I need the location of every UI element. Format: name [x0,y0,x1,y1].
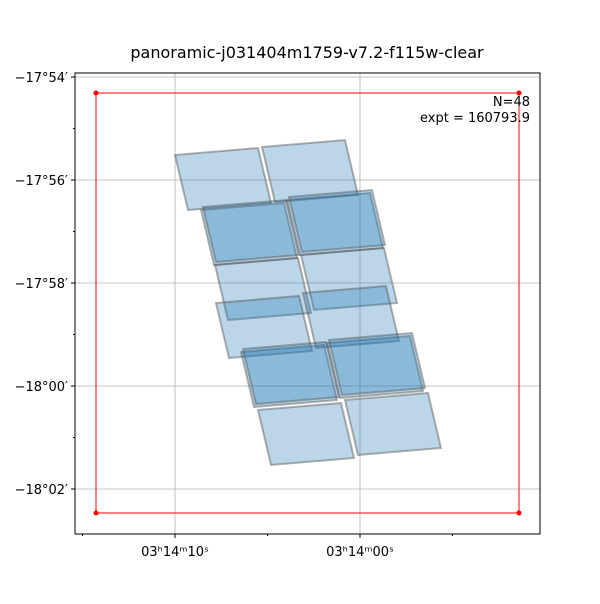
footprint [241,340,341,406]
x-tick-label: 03ʰ14ᵐ10ˢ [141,545,209,560]
x-tick-label: 03ʰ14ᵐ00ˢ [326,545,394,560]
annotation: expt = 160793.9 [420,111,530,126]
footprint [343,391,443,457]
y-tick-label: −17°58′ [15,277,68,292]
annotation: N=48 [493,95,530,110]
box-vertex [516,510,522,516]
box-vertex [93,90,99,96]
footprint [213,256,313,322]
box-vertex [516,90,522,96]
y-tick-label: −17°54′ [15,71,68,86]
footprint [301,284,401,350]
footprint [325,334,425,400]
footprint [199,201,299,267]
footprint [287,188,387,254]
footprint [256,401,356,467]
y-tick-label: −18°00′ [15,380,68,395]
footprint [239,343,339,409]
y-tick-label: −18°02′ [15,483,68,498]
footprint [214,294,314,360]
chart-title: panoramic-j031404m1759-v7.2-f115w-clear [130,43,484,62]
footprint [299,246,399,312]
footprint [173,146,273,212]
plot-frame [74,72,541,535]
footprint [327,331,427,397]
footprint [285,191,385,257]
y-tick-label: −17°56′ [15,174,68,189]
footprint [260,138,360,204]
footprint [201,198,301,264]
box-vertex [93,510,99,516]
